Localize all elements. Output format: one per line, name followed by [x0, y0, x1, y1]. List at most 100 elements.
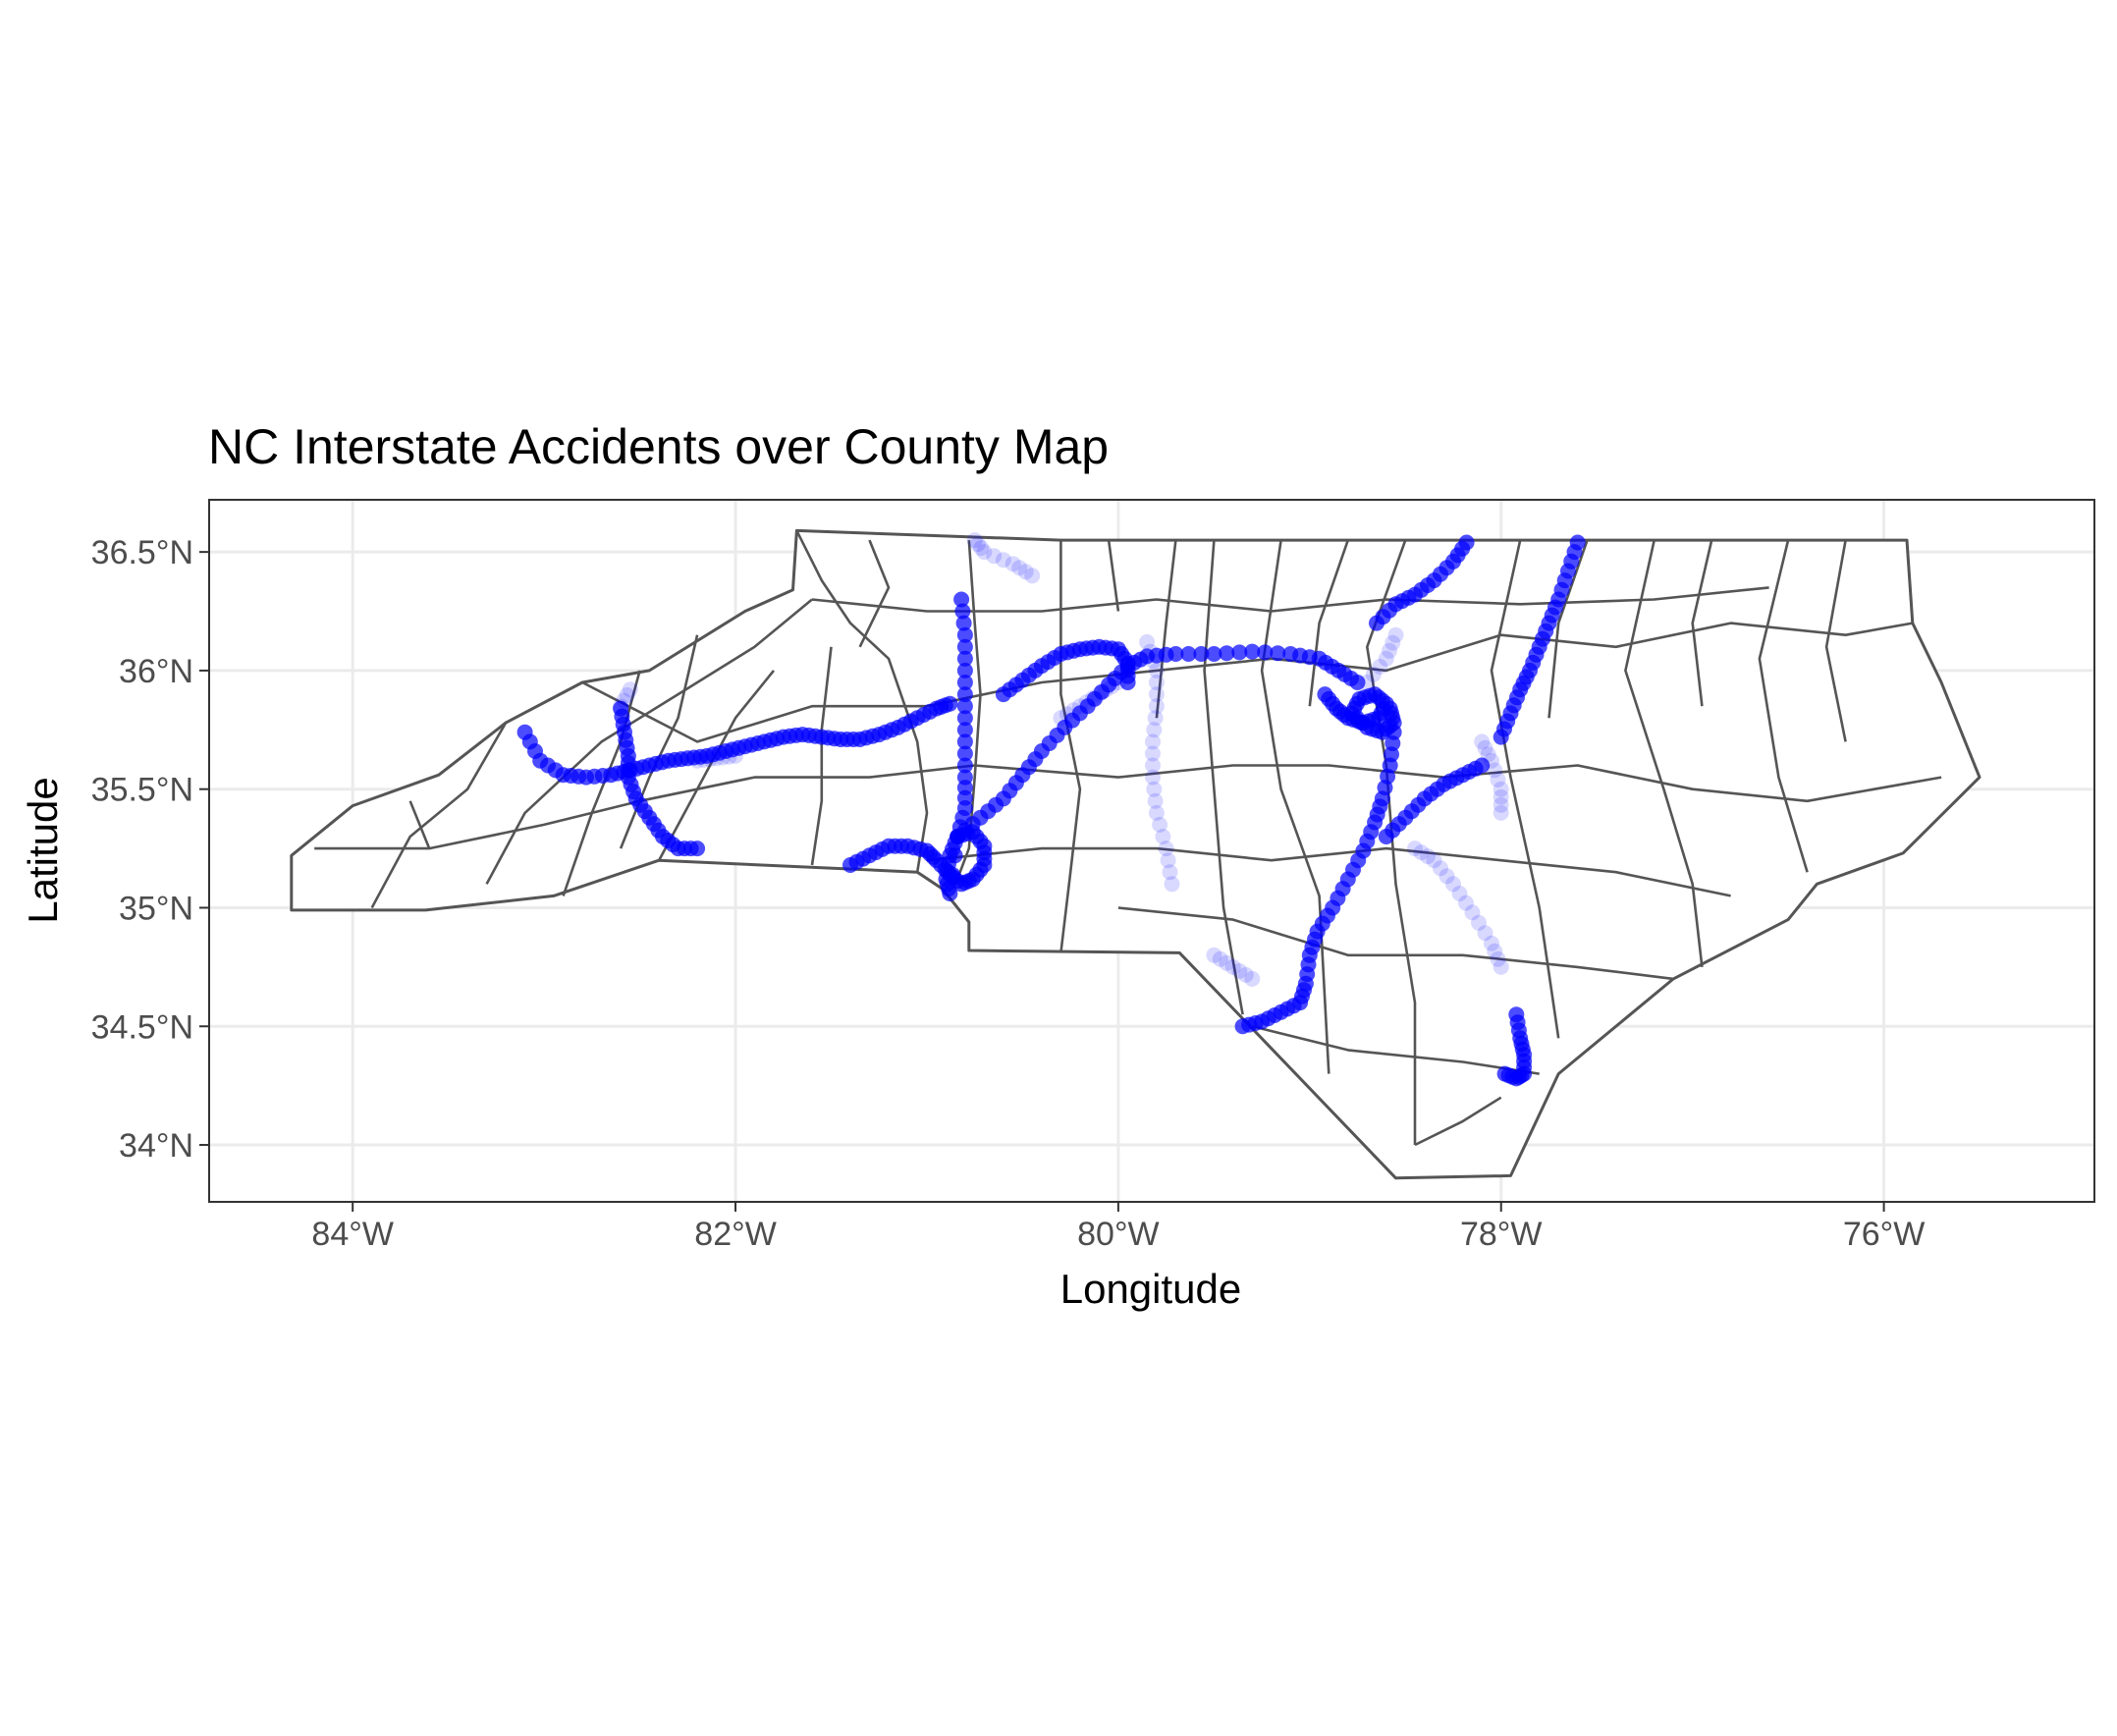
accident-point-476: [1382, 642, 1397, 659]
accident-point-418: [1053, 710, 1069, 727]
accident-point-412: [1152, 816, 1168, 833]
county-boundary-4: [1260, 539, 1330, 1074]
accident-point-199: [1257, 644, 1274, 661]
accident-point-459: [1487, 943, 1503, 959]
accident-point-137: [942, 886, 958, 901]
accident-point-441: [1219, 954, 1235, 971]
accident-point-147: [956, 757, 973, 774]
accident-point-442: [1224, 958, 1241, 975]
accident-point-403: [1147, 710, 1164, 727]
accident-point-452: [1445, 876, 1461, 893]
accident-point-440: [1212, 950, 1228, 967]
accident-point-457: [1477, 925, 1493, 942]
y-tick-label-3: 35.5°N: [91, 772, 193, 809]
accident-point-66: [942, 695, 958, 712]
accident-points: [516, 532, 1586, 1087]
county-boundary-1: [953, 540, 982, 885]
accident-point-388: [973, 540, 990, 557]
accident-point-160: [954, 603, 971, 620]
accident-point-200: [1270, 645, 1286, 662]
county-boundary-18: [1117, 906, 1674, 981]
accident-point-411: [1148, 804, 1165, 821]
accident-point-398: [1145, 653, 1162, 670]
accident-point-468: [1493, 781, 1509, 797]
accident-point-456: [1471, 914, 1487, 931]
county-boundary-10: [370, 722, 508, 909]
accident-point-159: [955, 615, 972, 631]
accident-point-387: [969, 536, 986, 553]
accident-point-424: [1091, 686, 1108, 703]
county-boundary-27: [858, 539, 891, 648]
x-tick-label-3: 78°W: [1460, 1216, 1543, 1253]
panel-border: [208, 499, 2095, 1203]
accident-point-428: [622, 681, 638, 698]
accident-point-417: [1164, 876, 1180, 893]
accident-point-444: [1237, 966, 1254, 983]
accident-point-399: [1148, 662, 1165, 678]
accident-point-139: [947, 847, 963, 864]
accident-point-195: [1206, 646, 1222, 662]
accident-point-463: [1477, 739, 1493, 756]
accident-point-369: [1458, 534, 1475, 551]
accident-point-422: [1078, 694, 1095, 711]
accident-point-475: [1378, 650, 1394, 667]
accident-point-400: [1148, 675, 1165, 690]
accident-point-91: [689, 841, 706, 857]
accident-point-161: [953, 591, 970, 608]
accident-point-421: [1071, 698, 1088, 715]
y-tick-label-4: 36°N: [119, 653, 193, 690]
accident-point-435: [708, 750, 725, 767]
county-boundary-23: [1308, 539, 1350, 707]
accident-point-389: [976, 544, 993, 561]
accident-point-447: [1413, 844, 1430, 861]
accident-point-272: [1382, 700, 1398, 717]
accident-point-156: [956, 650, 973, 667]
accident-point-149: [956, 733, 973, 750]
county-boundary-7: [1624, 539, 1704, 968]
y-tick-label-0: 34°N: [119, 1127, 193, 1165]
accident-point-397: [1142, 643, 1159, 660]
accident-point-454: [1458, 895, 1474, 911]
accident-point-461: [1493, 958, 1509, 975]
accident-point-395: [1024, 568, 1041, 584]
accident-point-453: [1451, 886, 1468, 901]
accident-point-385: [1496, 1065, 1513, 1082]
y-tick-label-5: 36.5°N: [91, 534, 193, 571]
accident-point-402: [1148, 698, 1165, 715]
county-boundary-0: [795, 529, 929, 873]
county-boundary-6: [1490, 539, 1560, 1039]
accident-point-466: [1487, 762, 1503, 779]
x-tick-label-2: 80°W: [1077, 1216, 1160, 1253]
accident-point-391: [995, 552, 1011, 569]
accident-point-427: [1110, 675, 1126, 690]
accident-point-467: [1490, 772, 1506, 787]
accident-point-469: [1493, 788, 1509, 805]
x-axis-ticks: 84°W 82°W 80°W 78°W 76°W: [311, 1202, 1925, 1253]
accident-point-386: [966, 532, 983, 549]
accident-point-474: [1372, 658, 1388, 675]
accident-point-438: [728, 747, 743, 764]
accident-point-410: [1147, 792, 1164, 809]
accident-point-436: [715, 749, 731, 766]
accident-point-420: [1065, 702, 1082, 719]
accident-point-477: [1384, 634, 1401, 651]
accident-point-409: [1146, 781, 1163, 797]
x-axis-label: Longitude: [1060, 1266, 1242, 1312]
county-boundary-28: [619, 634, 699, 849]
accident-point-425: [1097, 682, 1113, 698]
accident-point-138: [945, 866, 960, 883]
accident-point-150: [956, 722, 973, 738]
accident-point-448: [1420, 848, 1436, 865]
accident-point-470: [1493, 796, 1509, 813]
accident-point-449: [1426, 852, 1442, 869]
accident-point-419: [1058, 706, 1075, 723]
accident-point-462: [1474, 733, 1491, 750]
y-tick-label-2: 35°N: [119, 890, 193, 927]
x-tick-label-4: 76°W: [1843, 1216, 1926, 1253]
accident-point-394: [1017, 564, 1034, 580]
accident-point-450: [1433, 860, 1448, 877]
county-boundary-13: [810, 646, 833, 866]
accident-point-472: [1359, 675, 1376, 690]
accident-point-194: [1193, 646, 1210, 662]
county-boundary-2: [1059, 540, 1082, 953]
